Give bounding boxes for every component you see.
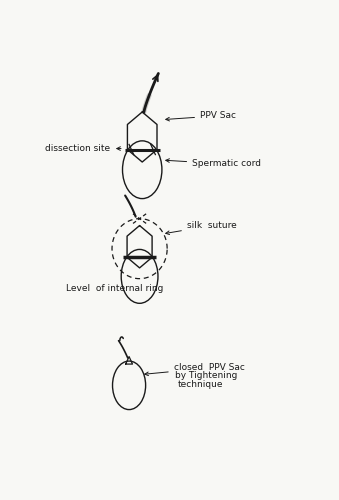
Text: closed  PPV Sac: closed PPV Sac <box>145 364 245 376</box>
Text: Level  of internal ring: Level of internal ring <box>66 284 163 293</box>
Text: technique: technique <box>178 380 223 389</box>
Text: PPV Sac: PPV Sac <box>166 112 236 121</box>
Text: by Tightening: by Tightening <box>175 370 237 380</box>
Text: silk  suture: silk suture <box>166 221 237 234</box>
Text: Spermatic cord: Spermatic cord <box>166 158 261 168</box>
Text: dissection site: dissection site <box>45 144 121 153</box>
